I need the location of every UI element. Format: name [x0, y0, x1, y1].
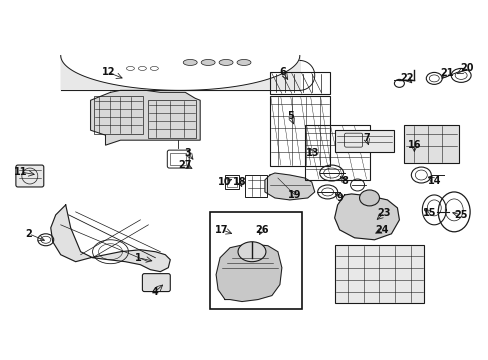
Text: 23: 23	[377, 208, 390, 218]
Bar	[210, 212, 301, 310]
Bar	[334, 245, 424, 302]
Bar	[148, 100, 196, 138]
Ellipse shape	[201, 59, 215, 66]
Text: 17: 17	[215, 225, 228, 235]
Text: 5: 5	[287, 111, 294, 121]
Text: 3: 3	[184, 148, 191, 158]
Bar	[170, 153, 186, 165]
Ellipse shape	[183, 59, 197, 66]
Ellipse shape	[238, 242, 265, 262]
Text: 19: 19	[287, 190, 301, 200]
Text: 10: 10	[218, 177, 231, 187]
Polygon shape	[334, 194, 399, 240]
Text: 8: 8	[341, 176, 347, 186]
Text: 4: 4	[152, 287, 159, 297]
Bar	[224, 175, 239, 189]
Text: 1: 1	[135, 253, 142, 263]
Text: 9: 9	[336, 193, 342, 203]
Ellipse shape	[359, 190, 379, 206]
Text: 21: 21	[440, 68, 453, 78]
Text: 27: 27	[178, 160, 192, 170]
Text: 7: 7	[363, 133, 369, 143]
Text: 22: 22	[400, 73, 413, 84]
Bar	[304, 125, 369, 180]
Text: 26: 26	[255, 225, 268, 235]
Bar	[244, 175, 266, 197]
Text: 2: 2	[25, 229, 32, 239]
Bar	[269, 96, 329, 166]
Bar	[226, 177, 237, 187]
Text: 14: 14	[427, 176, 440, 186]
Polygon shape	[51, 205, 170, 272]
Text: 12: 12	[102, 67, 115, 77]
Bar	[334, 130, 394, 152]
Text: 16: 16	[407, 140, 420, 150]
Text: 25: 25	[453, 210, 467, 220]
Bar	[93, 96, 143, 134]
Text: 18: 18	[233, 177, 246, 187]
Polygon shape	[264, 173, 314, 200]
Text: 6: 6	[279, 67, 285, 77]
Text: 15: 15	[422, 208, 435, 218]
Bar	[404, 125, 458, 163]
Ellipse shape	[237, 59, 250, 66]
Ellipse shape	[219, 59, 233, 66]
FancyBboxPatch shape	[142, 274, 170, 292]
Text: 11: 11	[14, 167, 27, 177]
FancyBboxPatch shape	[16, 165, 44, 187]
Text: 24: 24	[375, 225, 388, 235]
Text: 13: 13	[305, 148, 319, 158]
Polygon shape	[90, 90, 200, 145]
Text: 20: 20	[459, 63, 473, 73]
Bar	[269, 72, 329, 94]
Polygon shape	[216, 244, 281, 302]
